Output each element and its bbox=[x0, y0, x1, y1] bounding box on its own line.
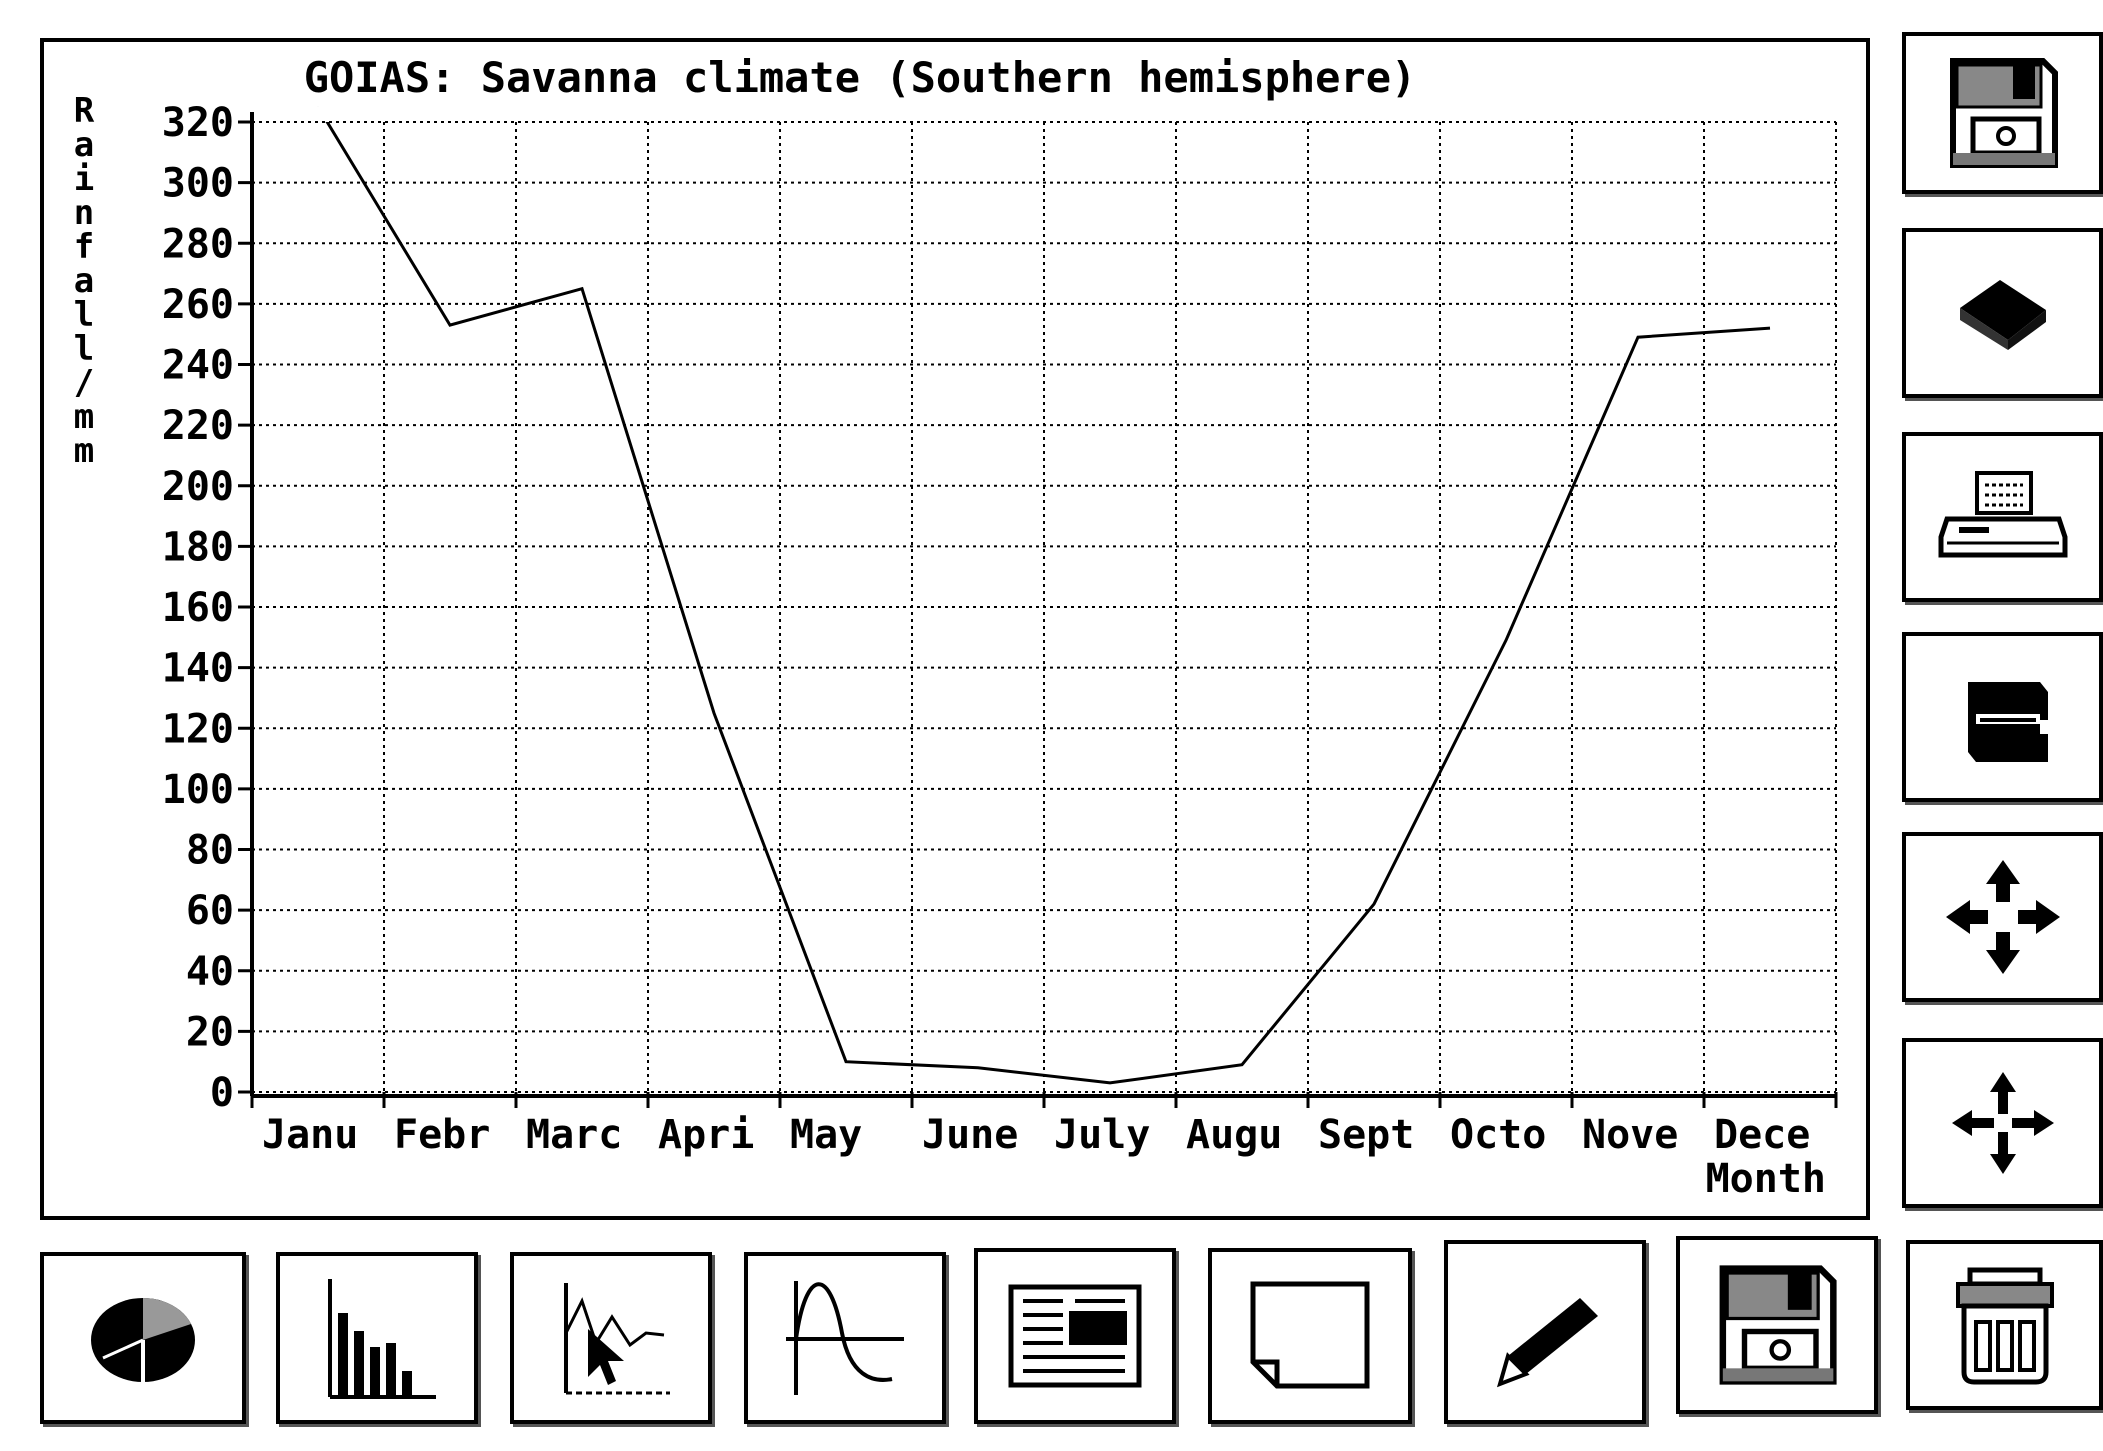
bar-chart-button[interactable] bbox=[276, 1252, 478, 1424]
text-page-icon bbox=[1008, 1284, 1142, 1388]
y-tick-label: 120 bbox=[162, 706, 234, 752]
rainfall-chart: GOIAS: Savanna climate (Southern hemisph… bbox=[74, 53, 1838, 1202]
trash-can-icon bbox=[1955, 1267, 2054, 1385]
y-tick-label: 240 bbox=[162, 343, 234, 389]
y-tick-labels: 0 20 40 60 80 100 120 140 160 180 200 220 240 260 280 3… bbox=[162, 100, 234, 1116]
axes bbox=[238, 112, 1838, 1108]
x-tick-label: July bbox=[1054, 1112, 1150, 1158]
print-button[interactable] bbox=[1902, 432, 2103, 602]
y-tick-label: 160 bbox=[162, 585, 234, 631]
y-axis-title-char: m bbox=[74, 431, 94, 471]
save-disk-bottom-button[interactable] bbox=[1676, 1236, 1878, 1414]
book-icon bbox=[1959, 280, 2046, 350]
pencil-button[interactable] bbox=[1444, 1240, 1646, 1424]
y-tick-label: 60 bbox=[186, 888, 234, 934]
y-tick-label: 140 bbox=[162, 646, 234, 692]
rainfall-series-line bbox=[325, 122, 1771, 1085]
bar-chart-icon bbox=[328, 1279, 436, 1399]
y-axis-title-char: R bbox=[74, 91, 95, 131]
x-tick-label: Marc bbox=[526, 1112, 622, 1158]
x-tick-label: Apri bbox=[658, 1112, 754, 1158]
y-tick-label: 260 bbox=[162, 282, 234, 328]
floppy-disk-icon bbox=[1949, 58, 2058, 168]
save-disk-button[interactable] bbox=[1902, 32, 2103, 194]
y-tick-label: 40 bbox=[186, 949, 234, 995]
series-layer bbox=[317, 106, 1771, 1085]
printer-icon bbox=[1938, 471, 2067, 558]
x-tick-label: Octo bbox=[1450, 1112, 1546, 1158]
chart-title: GOIAS: Savanna climate (Southern hemisph… bbox=[304, 53, 1417, 102]
x-tick-label: Sept bbox=[1318, 1112, 1414, 1158]
y-tick-label: 300 bbox=[162, 161, 234, 207]
file-drawer-icon bbox=[1967, 682, 2048, 762]
text-page-button[interactable] bbox=[974, 1248, 1176, 1424]
y-axis-title-char: n bbox=[74, 193, 94, 233]
y-axis-title-char: a bbox=[74, 125, 94, 165]
x-tick-label: Augu bbox=[1186, 1112, 1282, 1158]
x-tick-labels: Janu Febr Marc Apri May June July Augu Sept Octo N… bbox=[262, 1112, 1810, 1158]
x-tick-label: June bbox=[922, 1112, 1018, 1158]
blank-page-icon bbox=[1250, 1281, 1370, 1389]
y-tick-label: 200 bbox=[162, 464, 234, 510]
x-tick-label: Dece bbox=[1714, 1112, 1810, 1158]
move-arrows-out-icon bbox=[1945, 860, 2060, 974]
line-chart-button[interactable] bbox=[510, 1252, 712, 1424]
y-tick-label: 100 bbox=[162, 767, 234, 813]
curve-chart-button[interactable] bbox=[744, 1252, 946, 1424]
y-tick-label: 220 bbox=[162, 403, 234, 449]
blank-page-button[interactable] bbox=[1208, 1248, 1412, 1424]
x-tick-label: Nove bbox=[1582, 1112, 1678, 1158]
pie-chart-button[interactable] bbox=[40, 1252, 246, 1424]
move-arrows-in-icon bbox=[1951, 1072, 2054, 1174]
pie-chart-icon bbox=[91, 1298, 195, 1382]
y-axis-title-char: m bbox=[74, 397, 94, 437]
y-tick-label: 80 bbox=[186, 828, 234, 874]
x-tick-label: Janu bbox=[262, 1112, 358, 1158]
chart-frame: GOIAS: Savanna climate (Southern hemisph… bbox=[40, 38, 1870, 1220]
x-tick-label: May bbox=[790, 1112, 862, 1158]
y-tick-label: 0 bbox=[210, 1070, 234, 1116]
y-axis-title-char: l bbox=[74, 295, 94, 335]
y-axis-title-char: a bbox=[74, 261, 94, 301]
trash-button[interactable] bbox=[1906, 1240, 2103, 1410]
y-axis-title-char: l bbox=[74, 329, 94, 369]
file-drawer-button[interactable] bbox=[1902, 632, 2103, 802]
x-axis-title: Month bbox=[1706, 1156, 1826, 1202]
y-tick-label: 20 bbox=[186, 1009, 234, 1055]
x-tick-label: Febr bbox=[394, 1112, 490, 1158]
y-axis-title-char: i bbox=[74, 159, 94, 199]
line-chart-cursor-icon bbox=[564, 1283, 670, 1395]
y-tick-label: 280 bbox=[162, 221, 234, 267]
grid bbox=[251, 121, 1837, 1093]
floppy-disk-icon bbox=[1719, 1265, 1837, 1385]
y-tick-label: 320 bbox=[162, 100, 234, 146]
open-book-button[interactable] bbox=[1902, 228, 2103, 398]
y-axis-title-char: / bbox=[74, 363, 94, 403]
y-axis-title-char: f bbox=[74, 227, 94, 267]
move-contract-button[interactable] bbox=[1902, 1038, 2103, 1208]
y-tick-label: 180 bbox=[162, 524, 234, 570]
pencil-icon bbox=[1496, 1298, 1598, 1388]
curve-graph-icon bbox=[786, 1281, 904, 1395]
move-expand-button[interactable] bbox=[1902, 832, 2103, 1002]
